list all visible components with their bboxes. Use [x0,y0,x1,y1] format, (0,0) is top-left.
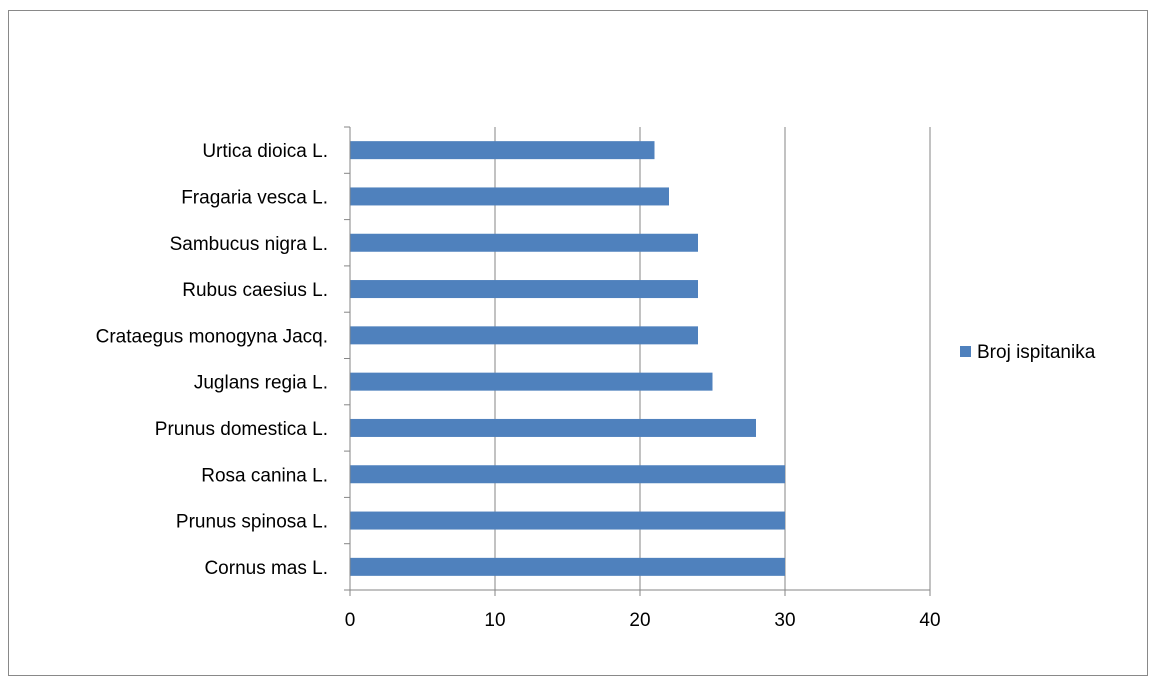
x-tick-label-0: 0 [345,610,356,631]
bar-4 [350,418,756,437]
bar-7 [350,280,698,299]
axes [344,126,931,596]
category-label-10: Urtica dioica L. [202,141,328,162]
bar-9 [350,187,669,206]
bar-2 [350,511,785,530]
category-label-5: Juglans regia L. [194,373,328,394]
x-tick-label-30: 30 [774,610,795,631]
category-label-2: Prunus spinosa L. [176,512,328,533]
category-label-9: Fragaria vesca L. [181,187,328,208]
x-tick-label-20: 20 [629,610,650,631]
legend-swatch-broj-ispitanika [960,346,971,357]
category-label-4: Prunus domestica L. [155,419,328,440]
x-tick-label-10: 10 [484,610,505,631]
category-label-6: Crataegus monogyna Jacq. [96,326,328,347]
bar-10 [350,141,655,160]
bar-3 [350,465,785,484]
category-label-1: Cornus mas L. [204,558,328,579]
category-label-7: Rubus caesius L. [182,280,328,301]
legend: Broj ispitanika [960,342,1096,363]
bar-1 [350,557,785,576]
labels: 0 10 20 30 40 Cornus mas L. Prunus spinosa L. R… [96,141,941,631]
bar-8 [350,233,698,252]
category-label-3: Rosa canina L. [201,465,328,486]
bar-5 [350,372,713,391]
legend-label-broj-ispitanika: Broj ispitanika [977,342,1096,363]
bar-6 [350,326,698,345]
x-tick-label-40: 40 [919,610,940,631]
category-label-8: Sambucus nigra L. [170,234,328,255]
bars [350,141,785,576]
